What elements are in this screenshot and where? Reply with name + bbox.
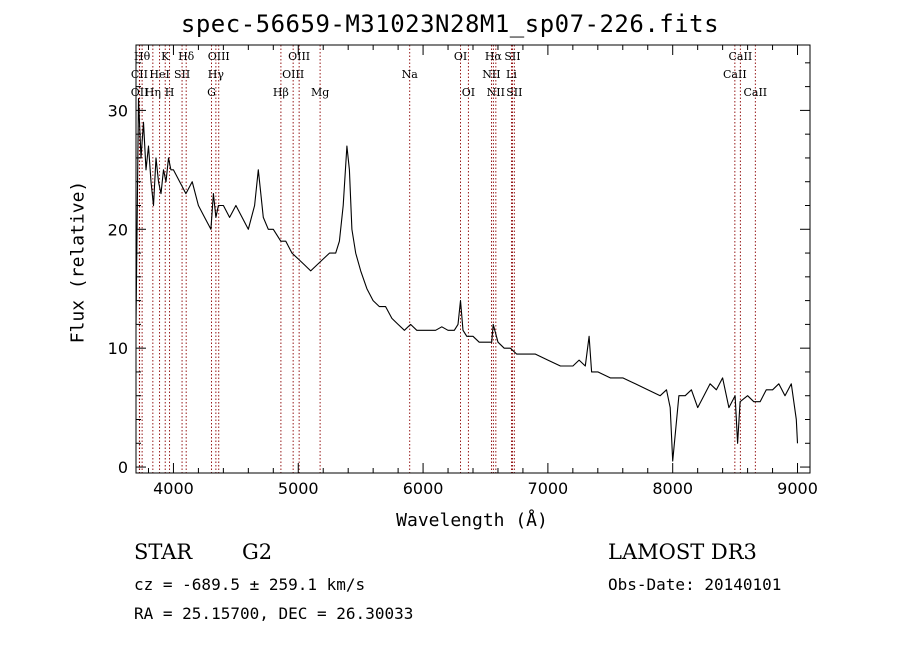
y-tick-label: 30 [108,101,128,120]
line-label: OI [454,50,467,63]
chart-title: spec-56659-M31023N28M1_sp07-226.fits [180,10,720,38]
line-label: CII [131,68,148,81]
x-tick-label: 8000 [652,479,693,498]
line-label: SII [174,68,190,81]
coordinates: RA = 25.15700, DEC = 26.30033 [134,604,414,623]
emission-line-markers [138,45,756,473]
line-label: OIII [282,68,304,81]
line-label: HeI [149,68,169,81]
line-labels: CII OII Hθ Hη HeI K SII H Hδ OIII Hγ G Hβ OIII OIII Mg N… [131,50,767,99]
axis-ticks: 4000 5000 6000 7000 8000 9000 0 10 20 30 [108,45,818,498]
line-label: G [207,86,216,99]
line-label: OIII [208,50,230,63]
line-label: CaII [743,86,767,99]
line-label: CaII [729,50,753,63]
survey-name: LAMOST DR3 [608,540,757,564]
object-class: STAR [134,540,193,564]
line-label: NII [482,68,500,81]
line-label: SII [506,86,522,99]
line-label: Li [506,68,517,81]
line-label: Hβ [273,86,289,99]
line-label: OIII [288,50,310,63]
y-axis-label: Flux (relative) [67,180,89,344]
line-label: H [165,86,175,99]
object-subclass: G2 [242,540,273,564]
line-label: NII [487,86,505,99]
x-tick-label: 4000 [153,479,194,498]
x-tick-label: 9000 [777,479,818,498]
spectrum-line [135,97,799,462]
observation-date: Obs-Date: 20140101 [608,575,782,594]
line-label: Hγ [208,68,225,81]
line-label: Na [402,68,419,81]
line-label: Hη [145,86,161,99]
y-tick-label: 0 [118,458,128,477]
line-label: Mg [311,86,329,99]
line-label: K [161,50,170,63]
plot-frame [135,44,811,474]
y-tick-label: 10 [108,339,128,358]
data-series [135,97,799,462]
redshift-velocity: cz = -689.5 ± 259.1 km/s [134,575,366,594]
x-tick-label: 6000 [403,479,444,498]
x-tick-label: 7000 [528,479,569,498]
line-label: SII [504,50,520,63]
line-label: OI [462,86,475,99]
line-label: Hδ [178,50,195,63]
y-tick-label: 20 [108,220,128,239]
x-axis-label: Wavelength (Å) [396,510,548,531]
line-label: Hθ [134,50,151,63]
x-tick-label: 5000 [278,479,319,498]
line-label: Hα [485,50,503,63]
line-label: OII [131,86,149,99]
line-label: CaII [723,68,747,81]
